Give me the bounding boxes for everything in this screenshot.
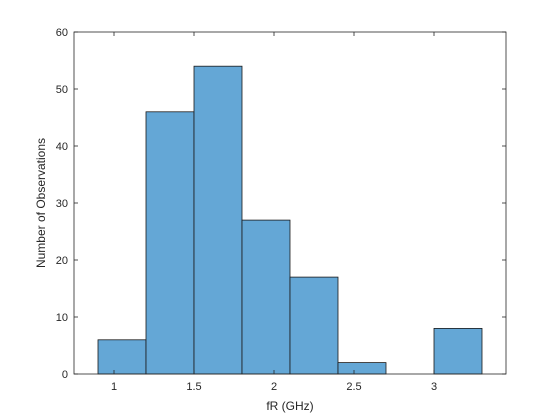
y-tick-label: 0	[62, 369, 68, 381]
x-tick-label: 1.5	[186, 381, 201, 393]
y-tick-label: 20	[56, 255, 68, 267]
x-tick-label: 1	[111, 381, 117, 393]
y-tick-label: 30	[56, 198, 68, 210]
y-axis-label: Number of Observations	[34, 138, 48, 268]
histogram-bar	[241, 219, 291, 375]
histogram-bar	[145, 111, 195, 375]
histogram-bar	[97, 339, 147, 375]
histogram-bar	[289, 276, 339, 375]
x-axis-label: fR (GHz)	[266, 399, 313, 413]
y-tick-label: 10	[56, 312, 68, 324]
histogram-bar	[433, 327, 483, 375]
histogram-bar	[337, 362, 387, 375]
histogram-bar	[193, 65, 243, 375]
x-tick-label: 2.5	[346, 381, 361, 393]
y-tick-label: 60	[56, 27, 68, 39]
y-tick-label: 40	[56, 141, 68, 153]
histogram-bars	[97, 65, 483, 375]
x-tick-label: 3	[431, 381, 437, 393]
y-axis-ticks: 0 10 20 30 40 50 60	[56, 27, 506, 381]
x-axis-ticks: 1 1.5 2 2.5 3	[111, 32, 437, 393]
y-tick-label: 50	[56, 84, 68, 96]
x-tick-label: 2	[271, 381, 277, 393]
